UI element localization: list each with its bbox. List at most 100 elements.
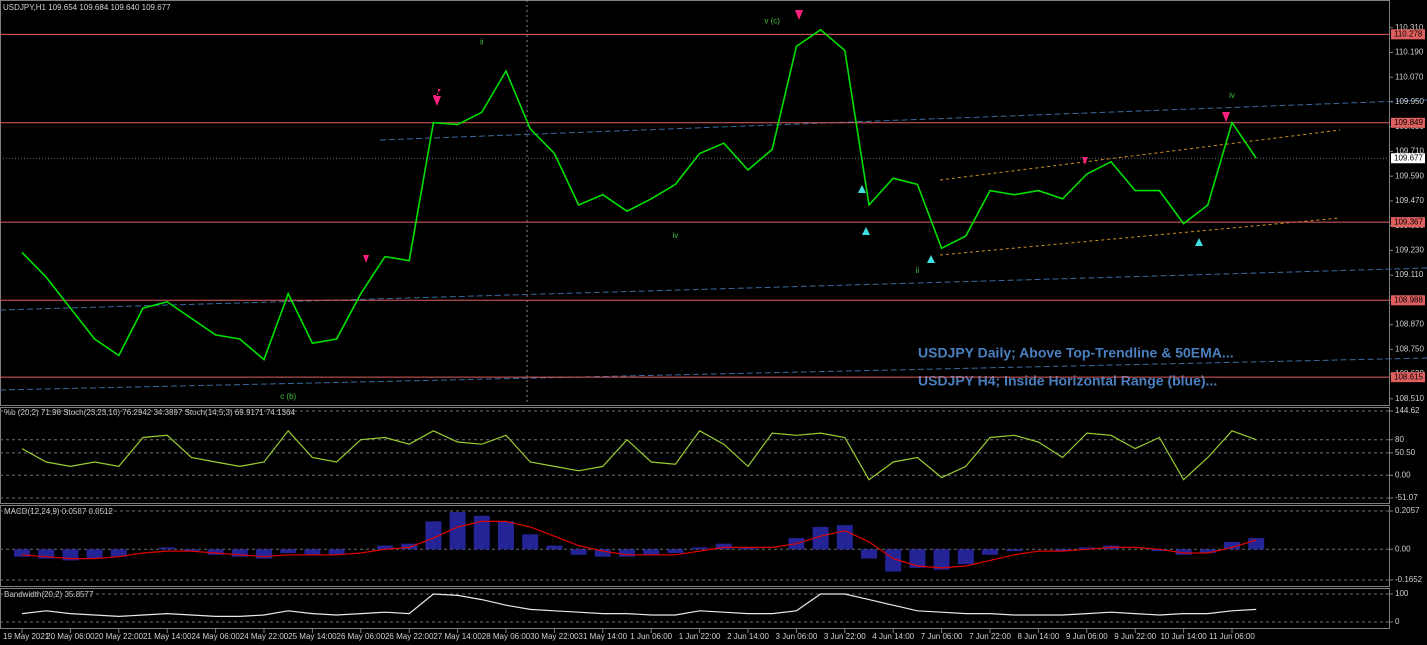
note: USDJPY Daily; Above Top-Trendline & 50EM… — [918, 345, 1234, 361]
histogram-bar — [280, 549, 297, 553]
histogram-bar — [498, 521, 514, 550]
histogram-bar — [207, 549, 224, 555]
wave-label: ii — [480, 37, 484, 46]
x-tick-label: 1 Jun 22:00 — [679, 632, 721, 641]
y-tick-label: 0.00 — [1395, 544, 1411, 553]
y-tick-label: 0.2057 — [1395, 506, 1420, 515]
level-tag — [1391, 29, 1425, 40]
y-tick-label: 109.470 — [1395, 196, 1424, 205]
histogram-bar — [183, 549, 200, 552]
histogram-bar — [304, 549, 321, 555]
y-tick-label: 0.00 — [1395, 470, 1411, 479]
wave-label: c (b) — [280, 392, 296, 401]
histogram-bar — [231, 549, 248, 557]
sell-arrows — [363, 10, 1230, 263]
level-label: 108.988 — [1394, 295, 1423, 304]
x-tick-label: 20 May 22:00 — [95, 632, 144, 641]
x-tick-label: 3 Jun 22:00 — [824, 632, 866, 641]
trendline — [0, 357, 1427, 391]
histogram-bar — [885, 549, 902, 572]
histogram-bar — [1006, 549, 1023, 552]
histogram-bar — [691, 547, 708, 550]
x-tick-label: 11 Jun 06:00 — [1209, 632, 1255, 641]
level-tag — [1391, 217, 1425, 228]
y-tick-label: 110.070 — [1395, 72, 1424, 81]
histogram-bar — [14, 549, 30, 557]
x-tick-label: 24 May 06:00 — [191, 632, 240, 641]
level-tag — [1391, 295, 1425, 306]
panel-title: Bandwidth(20,2) 35.8577 — [4, 590, 94, 599]
wave-label: iv — [673, 231, 679, 240]
histogram-bar — [473, 515, 490, 550]
histogram-bar — [619, 549, 635, 557]
x-tick-label: 25 May 14:00 — [288, 632, 337, 641]
signal-line — [21, 520, 1257, 569]
x-tick-label: 9 Jun 06:00 — [1066, 632, 1108, 641]
histogram-bar — [86, 549, 103, 559]
x-tick-label: 7 Jun 22:00 — [969, 632, 1011, 641]
x-tick-label: 21 May 14:00 — [143, 632, 192, 641]
y-tick-label: -0.1652 — [1395, 575, 1423, 584]
trendline — [379, 99, 1427, 141]
y-tick-label: 50.50 — [1395, 448, 1416, 457]
histogram-bar — [957, 549, 974, 565]
y-tick-label: 109.710 — [1395, 147, 1424, 156]
histogram-bar — [715, 543, 732, 550]
y-tick-label: 110.190 — [1395, 48, 1424, 57]
histogram-bar — [328, 549, 345, 555]
x-tick-label: 24 May 22:00 — [240, 632, 289, 641]
histogram-bar — [546, 545, 563, 550]
histogram-bar — [1224, 541, 1240, 550]
x-tick-label: 2 Jun 14:00 — [727, 632, 769, 641]
histogram-bar — [667, 549, 684, 553]
histogram-bar — [982, 549, 998, 555]
histogram-bar — [159, 547, 176, 550]
histogram-bar — [594, 549, 611, 557]
histogram-bar — [449, 512, 466, 550]
x-tick-label: 4 Jun 14:00 — [872, 632, 914, 641]
y-tick-label: 144.62 — [1395, 406, 1420, 415]
note: USDJPY H4; Inside Horizontal Range (blue… — [918, 373, 1217, 389]
histogram-bar — [522, 534, 539, 550]
histogram-bar — [836, 525, 853, 550]
histogram-bar — [377, 545, 393, 550]
y-tick-label: 100 — [1395, 589, 1409, 598]
histogram-bar — [1199, 549, 1216, 553]
histogram-bar — [933, 549, 950, 570]
level-tag — [1391, 117, 1425, 128]
x-tick-label: 26 May 06:00 — [337, 632, 386, 641]
y-tick-label: 109.950 — [1395, 97, 1424, 106]
x-tick-label: 31 May 14:00 — [579, 632, 628, 641]
histogram-bar — [1054, 549, 1071, 552]
y-tick-label: 108.510 — [1395, 394, 1424, 403]
x-tick-label: 3 Jun 06:00 — [775, 632, 817, 641]
histogram-bar — [401, 543, 418, 550]
level-label: 109.367 — [1394, 217, 1423, 226]
histogram-bar — [812, 526, 829, 550]
wave-label: ii — [916, 266, 920, 275]
level-label: 108.615 — [1394, 372, 1423, 381]
histogram-bar — [1248, 538, 1265, 550]
histogram-bar — [740, 547, 756, 550]
x-tick-label: 30 May 22:00 — [530, 632, 579, 641]
wave-label: v (c) — [764, 17, 780, 26]
x-tick-label: 10 Jun 14:00 — [1160, 632, 1207, 641]
histogram-bar — [110, 549, 127, 557]
y-tick-label: 108.870 — [1395, 320, 1424, 329]
histogram-bar — [861, 549, 877, 559]
histogram-bar — [1175, 549, 1192, 555]
y-tick-label: 80 — [1395, 435, 1404, 444]
x-tick-label: 19 May 2021 — [3, 632, 50, 641]
series-line — [21, 429, 1257, 481]
trendline — [0, 267, 1427, 311]
x-tick-label: 20 May 06:00 — [46, 632, 95, 641]
y-tick-label: -51.07 — [1395, 493, 1418, 502]
level-tag — [1391, 372, 1425, 383]
stoch-panel — [0, 407, 1390, 504]
histogram-bar — [425, 521, 442, 550]
y-tick-label: 108.750 — [1395, 344, 1424, 353]
y-tick-label: 109.230 — [1395, 245, 1424, 254]
y-tick-label: 0 — [1395, 617, 1400, 626]
histogram-bar — [1078, 547, 1095, 550]
